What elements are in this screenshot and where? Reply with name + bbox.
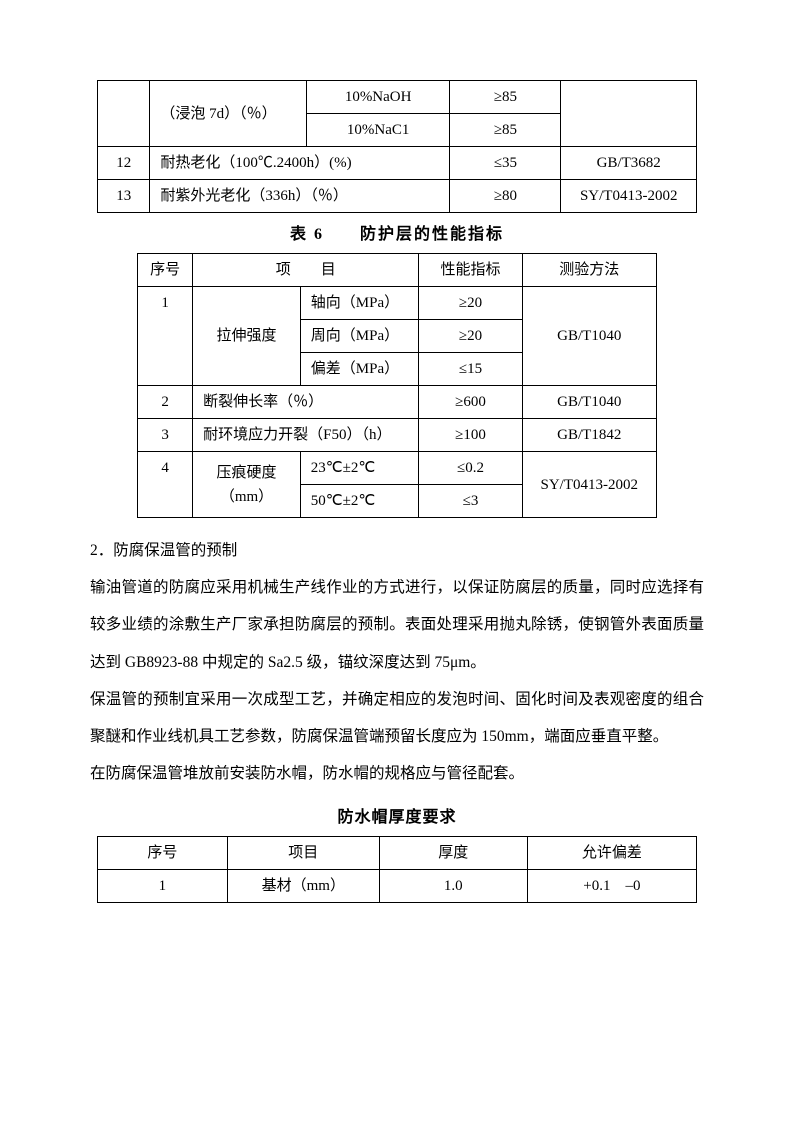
cell-method: GB/T1842 [522,419,656,452]
table-row: 1 基材（mm） 1.0 +0.1 –0 [98,870,697,903]
paragraph: 保温管的预制宜采用一次成型工艺，并确定相应的发泡时间、固化时间及表观密度的组合聚… [90,681,704,755]
cell-cond: 10%NaC1 [306,114,450,147]
table-row: 4 压痕硬度（mm） 23℃±2℃ ≤0.2 SY/T0413-2002 [138,452,657,485]
table-continuation: （浸泡 7d）（％） 10%NaOH ≥85 10%NaC1 ≥85 12 耐热… [97,80,697,213]
col-method: 测验方法 [522,254,656,287]
cell-val: ≥20 [419,320,522,353]
cell-method: GB/T1040 [522,287,656,386]
cell-sub: 轴向（MPa） [300,287,419,320]
col-thick: 厚度 [379,837,527,870]
col-tol: 允许偏差 [527,837,696,870]
cell-seq: 2 [138,386,193,419]
cell-seq: 1 [138,287,193,386]
col-seq: 序号 [138,254,193,287]
cell-method: SY/T0413-2002 [522,452,656,518]
table-cap-thickness: 防水帽厚度要求 [90,806,704,830]
paragraph: 2．防腐保温管的预制 [90,532,704,569]
paragraph: 在防腐保温管堆放前安装防水帽，防水帽的规格应与管径配套。 [90,755,704,792]
table-row: 1 拉伸强度 轴向（MPa） ≥20 GB/T1040 [138,287,657,320]
cell-val: ≤3 [419,485,522,518]
cell-seq: 12 [98,147,150,180]
cell-item: （浸泡 7d）（％） [150,81,306,147]
cell-sub: 23℃±2℃ [300,452,419,485]
cell-val: ≥600 [419,386,522,419]
cell-seq: 13 [98,180,150,213]
cell-seq: 3 [138,419,193,452]
table6-caption: 表 6 防护层的性能指标 [90,223,704,247]
cell-seq: 1 [98,870,228,903]
cell-item: 断裂伸长率（％） [193,386,419,419]
body-text: 2．防腐保温管的预制 输油管道的防腐应采用机械生产线作业的方式进行，以保证防腐层… [90,532,704,792]
cell-val: ≥100 [419,419,522,452]
cell-item: 耐环境应力开裂（F50）（h） [193,419,419,452]
table-thickness: 序号 项目 厚度 允许偏差 1 基材（mm） 1.0 +0.1 –0 [97,836,697,903]
cell-sub: 50℃±2℃ [300,485,419,518]
col-seq: 序号 [98,837,228,870]
cell-val: ≥80 [450,180,561,213]
table-row: 2 断裂伸长率（％） ≥600 GB/T1040 [138,386,657,419]
table-head-row: 序号 项 目 性能指标 测验方法 [138,254,657,287]
cell-method: GB/T3682 [561,147,697,180]
paragraph: 输油管道的防腐应采用机械生产线作业的方式进行，以保证防腐层的质量，同时应选择有较… [90,569,704,681]
cell-sub: 周向（MPa） [300,320,419,353]
table-row: （浸泡 7d）（％） 10%NaOH ≥85 [98,81,697,114]
cell-cond: 10%NaOH [306,81,450,114]
cell-seq: 4 [138,452,193,518]
col-item: 项目 [227,837,379,870]
cell-thick: 1.0 [379,870,527,903]
cell-item: 耐紫外光老化（336h）（％） [150,180,450,213]
cell-val: ≥85 [450,114,561,147]
col-item: 项 目 [193,254,419,287]
cell-method: GB/T1040 [522,386,656,419]
cell-item: 压痕硬度（mm） [193,452,301,518]
col-spec: 性能指标 [419,254,522,287]
cell-seq [98,81,150,147]
cell-item: 拉伸强度 [193,287,301,386]
table-row: 12 耐热老化（100℃.2400h）(%) ≤35 GB/T3682 [98,147,697,180]
cell-val: ≥20 [419,287,522,320]
cell-sub: 偏差（MPa） [300,353,419,386]
table-row: 3 耐环境应力开裂（F50）（h） ≥100 GB/T1842 [138,419,657,452]
cell-val: ≥85 [450,81,561,114]
table-row: 13 耐紫外光老化（336h）（％） ≥80 SY/T0413-2002 [98,180,697,213]
table6: 序号 项 目 性能指标 测验方法 1 拉伸强度 轴向（MPa） ≥20 GB/T… [137,253,657,518]
cell-method [561,81,697,147]
cell-item: 耐热老化（100℃.2400h）(%) [150,147,450,180]
cell-val: ≤15 [419,353,522,386]
table-head-row: 序号 项目 厚度 允许偏差 [98,837,697,870]
cell-item: 基材（mm） [227,870,379,903]
cell-method: SY/T0413-2002 [561,180,697,213]
cell-val: ≤0.2 [419,452,522,485]
cell-val: ≤35 [450,147,561,180]
cell-tol: +0.1 –0 [527,870,696,903]
